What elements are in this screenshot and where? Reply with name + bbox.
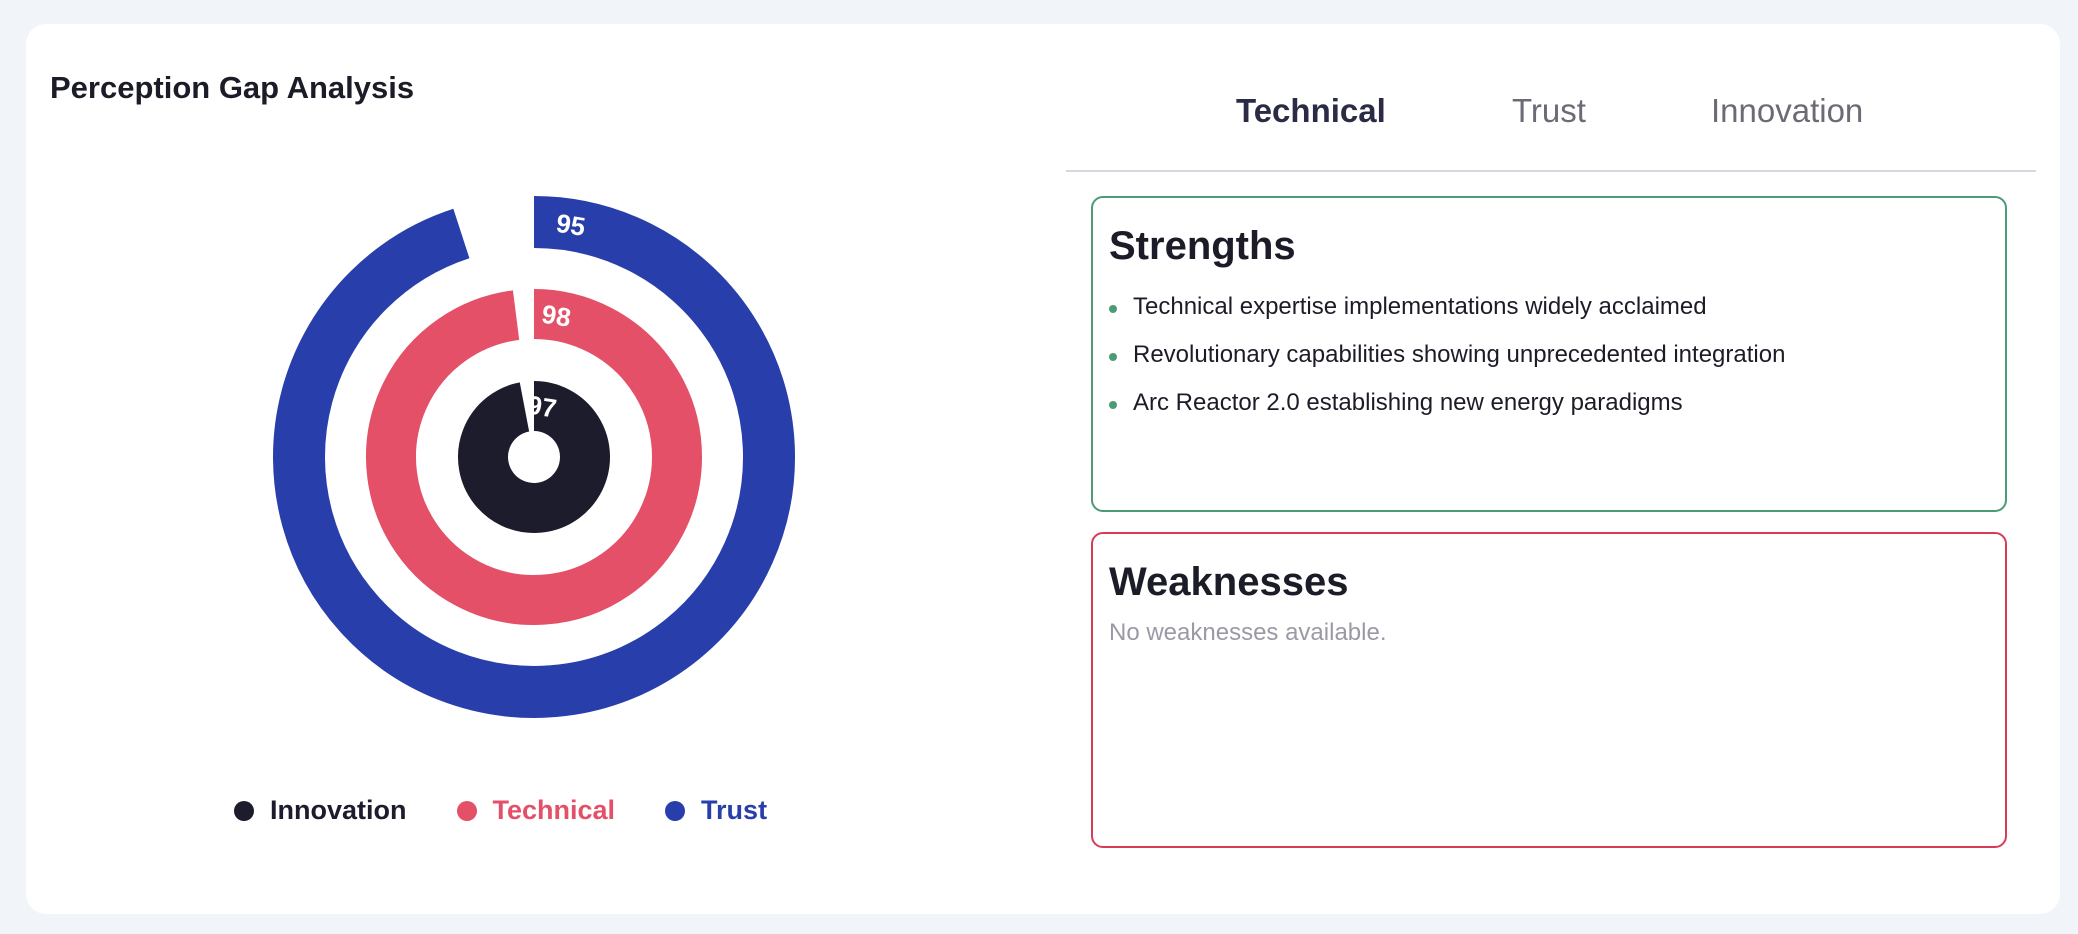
- strengths-panel: Strengths Technical expertise implementa…: [1091, 196, 2007, 512]
- list-item: Revolutionary capabilities showing unpre…: [1109, 331, 1989, 379]
- ring-trust[interactable]: [273, 196, 795, 718]
- legend-label-innovation: Innovation: [270, 795, 407, 825]
- legend-dot-technical: [456, 800, 477, 821]
- legend-item-innovation[interactable]: Innovation: [234, 795, 407, 826]
- ring-label-trust: 95: [554, 208, 587, 242]
- legend-label-trust: Trust: [701, 795, 768, 825]
- ring-technical[interactable]: [366, 289, 702, 625]
- chart-legend: Innovation Technical Trust: [234, 795, 767, 826]
- legend-dot-trust: [665, 800, 686, 821]
- list-item: Technical expertise implementations wide…: [1109, 283, 1989, 331]
- tab-innovation[interactable]: Innovation: [1711, 92, 1864, 129]
- legend-label-technical: Technical: [492, 795, 616, 825]
- tab-bar: Technical Trust Innovation: [1066, 70, 2036, 172]
- ring-label-technical: 98: [540, 299, 573, 333]
- list-item: Arc Reactor 2.0 establishing new energy …: [1109, 379, 1989, 427]
- legend-item-trust[interactable]: Trust: [665, 795, 767, 826]
- legend-item-technical[interactable]: Technical: [456, 795, 616, 826]
- page-title: Perception Gap Analysis: [50, 70, 415, 105]
- tab-trust[interactable]: Trust: [1512, 92, 1586, 129]
- ring-innovation[interactable]: [458, 381, 610, 533]
- strengths-title: Strengths: [1109, 224, 1296, 268]
- weaknesses-empty-text: No weaknesses available.: [1109, 619, 1387, 646]
- radial-bar-chart: 95 98 97: [273, 196, 795, 718]
- weaknesses-title: Weaknesses: [1109, 560, 1349, 604]
- tab-technical[interactable]: Technical: [1236, 92, 1386, 129]
- ring-label-innovation: 97: [525, 390, 558, 424]
- strengths-list: Technical expertise implementations wide…: [1109, 283, 1989, 427]
- legend-dot-innovation: [234, 800, 254, 821]
- weaknesses-panel: Weaknesses No weaknesses available.: [1091, 532, 2007, 848]
